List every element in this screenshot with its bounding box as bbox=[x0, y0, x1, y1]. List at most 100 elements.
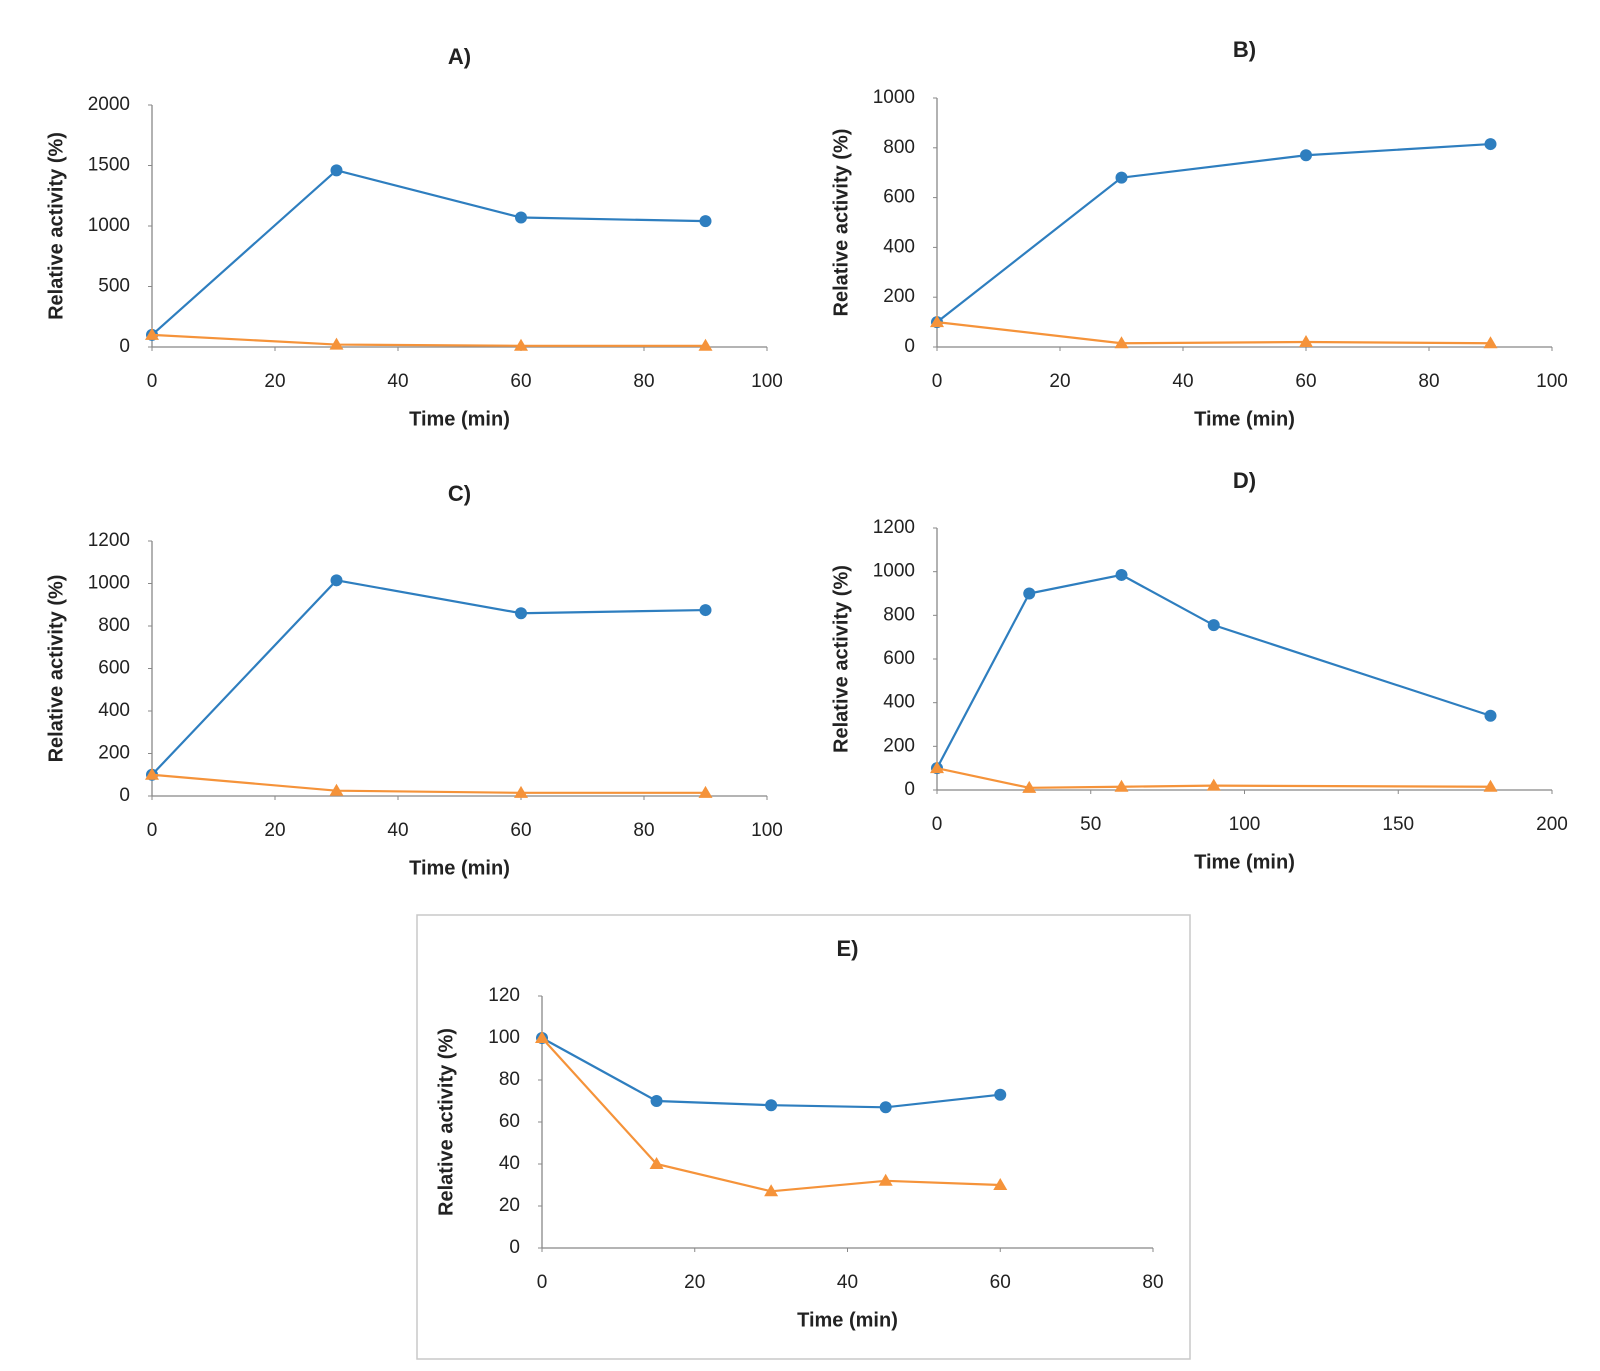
x-tick-label: 40 bbox=[387, 371, 408, 392]
data-point bbox=[1023, 587, 1036, 600]
y-tick-label: 200 bbox=[883, 735, 915, 756]
x-tick-label: 50 bbox=[1080, 814, 1101, 835]
chart-title: C) bbox=[448, 481, 471, 506]
data-point bbox=[930, 761, 944, 774]
y-tick-label: 600 bbox=[883, 187, 915, 208]
data-point bbox=[1206, 778, 1221, 791]
y-tick-label: 40 bbox=[499, 1153, 520, 1174]
x-tick-label: 0 bbox=[147, 371, 158, 392]
data-point bbox=[993, 1178, 1008, 1190]
data-point bbox=[1115, 171, 1128, 184]
data-point bbox=[145, 327, 159, 340]
data-point bbox=[698, 785, 713, 798]
data-point bbox=[1484, 709, 1497, 722]
x-axis-label: Time (min) bbox=[1194, 851, 1295, 873]
data-point bbox=[1299, 335, 1313, 348]
chart-title: E) bbox=[837, 936, 859, 961]
x-tick-label: 60 bbox=[990, 1272, 1011, 1293]
y-tick-label: 120 bbox=[488, 985, 520, 1006]
y-tick-label: 400 bbox=[883, 692, 915, 713]
x-tick-label: 40 bbox=[837, 1272, 858, 1293]
data-point bbox=[994, 1088, 1007, 1101]
series-line bbox=[151, 773, 706, 794]
y-tick-label: 80 bbox=[499, 1069, 520, 1090]
x-tick-label: 80 bbox=[1142, 1272, 1163, 1293]
x-tick-label: 200 bbox=[1536, 814, 1568, 835]
data-point bbox=[765, 1099, 778, 1112]
series-line bbox=[936, 321, 1491, 345]
x-axis-label: Time (min) bbox=[409, 857, 510, 879]
x-tick-label: 40 bbox=[1172, 371, 1193, 392]
data-point bbox=[514, 785, 528, 798]
chart-title: D) bbox=[1233, 468, 1256, 493]
y-tick-label: 1500 bbox=[88, 155, 130, 176]
y-axis-label: Relative activity (%) bbox=[830, 565, 852, 753]
x-tick-label: 60 bbox=[510, 820, 531, 841]
data-point bbox=[515, 211, 527, 224]
data-point bbox=[1022, 780, 1037, 793]
x-tick-label: 100 bbox=[751, 371, 783, 392]
y-tick-label: 600 bbox=[98, 658, 130, 679]
x-axis-label: Time (min) bbox=[1194, 408, 1295, 430]
y-tick-label: 0 bbox=[119, 785, 130, 806]
series-line bbox=[541, 1037, 1001, 1109]
y-tick-label: 1200 bbox=[88, 530, 130, 551]
y-tick-label: 100 bbox=[488, 1027, 520, 1048]
y-tick-label: 60 bbox=[499, 1111, 520, 1132]
series-line bbox=[541, 1037, 1001, 1193]
y-axis-label: Relative activity (%) bbox=[45, 575, 67, 763]
chart-title: B) bbox=[1233, 37, 1256, 62]
data-point bbox=[1114, 779, 1129, 792]
y-tick-label: 800 bbox=[883, 137, 915, 158]
y-tick-label: 0 bbox=[904, 336, 915, 357]
series-line bbox=[936, 142, 1491, 323]
x-tick-label: 60 bbox=[510, 371, 531, 392]
y-tick-label: 2000 bbox=[88, 94, 130, 115]
y-tick-label: 20 bbox=[499, 1195, 520, 1216]
data-point bbox=[514, 338, 528, 351]
x-tick-label: 80 bbox=[1418, 371, 1439, 392]
data-point bbox=[1484, 138, 1497, 151]
x-tick-label: 150 bbox=[1382, 814, 1414, 835]
x-tick-label: 0 bbox=[932, 814, 943, 835]
data-point bbox=[649, 1157, 664, 1169]
y-tick-label: 800 bbox=[883, 604, 915, 625]
x-tick-label: 20 bbox=[1049, 371, 1070, 392]
panel-frame bbox=[416, 914, 1191, 1360]
y-tick-label: 200 bbox=[98, 743, 130, 764]
y-tick-label: 500 bbox=[98, 276, 130, 297]
data-point bbox=[1483, 336, 1498, 349]
y-tick-label: 1000 bbox=[88, 573, 130, 594]
x-tick-label: 60 bbox=[1295, 371, 1316, 392]
y-axis-label: Relative activity (%) bbox=[45, 132, 67, 320]
y-axis-label: Relative activity (%) bbox=[435, 1028, 457, 1216]
y-tick-label: 1000 bbox=[88, 215, 130, 236]
y-tick-label: 1000 bbox=[873, 87, 915, 108]
x-tick-label: 40 bbox=[387, 820, 408, 841]
series-line bbox=[151, 579, 706, 776]
y-tick-label: 400 bbox=[883, 236, 915, 257]
x-tick-label: 100 bbox=[751, 820, 783, 841]
data-point bbox=[698, 338, 713, 351]
x-axis-label: Time (min) bbox=[797, 1309, 898, 1331]
data-point bbox=[330, 574, 343, 587]
x-tick-label: 20 bbox=[684, 1272, 705, 1293]
y-tick-label: 0 bbox=[904, 779, 915, 800]
data-point bbox=[650, 1095, 663, 1107]
series-line bbox=[151, 333, 706, 347]
data-point bbox=[1300, 149, 1312, 162]
x-tick-label: 100 bbox=[1536, 371, 1568, 392]
data-point bbox=[330, 164, 343, 177]
series-line bbox=[151, 169, 706, 336]
data-point bbox=[930, 315, 944, 328]
x-tick-label: 80 bbox=[633, 820, 654, 841]
data-point bbox=[329, 783, 344, 796]
y-tick-label: 0 bbox=[119, 336, 130, 357]
x-tick-label: 100 bbox=[1229, 814, 1261, 835]
data-point bbox=[1483, 779, 1498, 792]
x-tick-label: 0 bbox=[932, 371, 943, 392]
data-point bbox=[878, 1173, 893, 1186]
y-tick-label: 800 bbox=[98, 615, 130, 636]
data-point bbox=[329, 337, 344, 350]
